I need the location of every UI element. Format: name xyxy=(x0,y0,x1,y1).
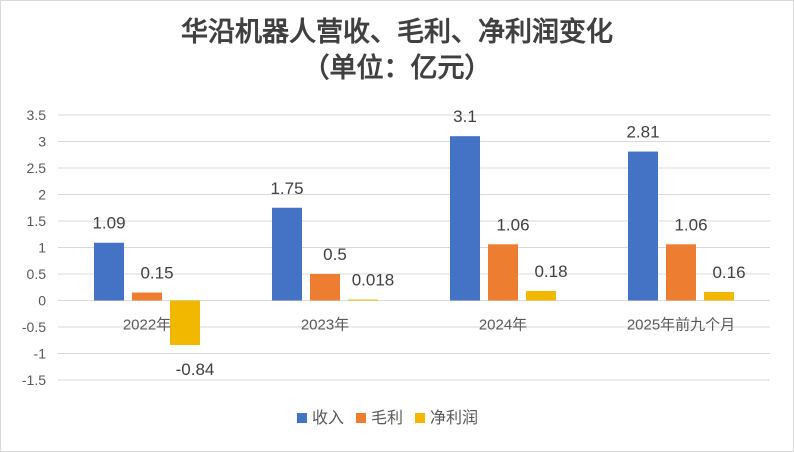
data-label: 3.1 xyxy=(453,107,477,126)
x-tick-label: 2022年 xyxy=(123,317,171,334)
data-label: 0.15 xyxy=(140,264,173,283)
data-label: 0.018 xyxy=(352,271,395,290)
legend-label: 收入 xyxy=(312,409,344,427)
y-tick-label: 2 xyxy=(38,187,46,203)
y-tick-label: 2.5 xyxy=(27,160,47,176)
legend-swatch-净利润 xyxy=(415,413,425,423)
y-tick-label: 0.5 xyxy=(27,266,47,282)
x-tick-label: 2025年前九个月 xyxy=(627,317,735,334)
y-tick-label: -1 xyxy=(34,346,47,362)
bar-毛利 xyxy=(666,244,696,301)
bar-收入 xyxy=(272,207,302,301)
legend-swatch-收入 xyxy=(297,413,307,423)
bar-净利润 xyxy=(170,300,200,346)
bar-净利润 xyxy=(348,299,378,301)
y-tick-label: 1.5 xyxy=(27,213,47,229)
bar-收入 xyxy=(94,242,124,301)
data-label: 2.81 xyxy=(626,123,659,142)
legend-label: 净利润 xyxy=(430,409,478,427)
bar-净利润 xyxy=(704,292,734,301)
bar-收入 xyxy=(450,136,480,301)
chart-title-block: 华沿机器人营收、毛利、净利润变化 （单位：亿元） xyxy=(0,14,794,86)
x-tick-label: 2024年 xyxy=(479,317,527,334)
x-tick-label: 2023年 xyxy=(301,317,349,334)
bar-收入 xyxy=(628,151,658,301)
y-tick-label: 3.5 xyxy=(27,107,47,123)
chart-title: 华沿机器人营收、毛利、净利润变化 xyxy=(181,17,613,47)
data-label: 1.06 xyxy=(496,215,529,234)
data-label: 0.16 xyxy=(712,263,745,282)
chart-subtitle: （单位：亿元） xyxy=(302,53,492,83)
legend-swatch-毛利 xyxy=(356,413,366,423)
bar-毛利 xyxy=(132,292,162,301)
data-label: 1.09 xyxy=(92,214,125,233)
y-tick-label: -1.5 xyxy=(22,372,46,388)
y-tick-label: 0 xyxy=(38,293,46,309)
bar-净利润 xyxy=(526,290,556,301)
bar-毛利 xyxy=(310,274,340,301)
data-label: 1.06 xyxy=(674,215,707,234)
y-tick-label: 3 xyxy=(38,134,46,150)
legend-label: 毛利 xyxy=(371,409,403,427)
data-label: -0.84 xyxy=(176,360,215,379)
data-label: 1.75 xyxy=(270,179,303,198)
y-tick-label: -0.5 xyxy=(22,319,46,335)
y-tick-label: 1 xyxy=(38,240,46,256)
data-label: 0.18 xyxy=(534,262,567,281)
data-label: 0.5 xyxy=(323,245,347,264)
bar-毛利 xyxy=(488,244,518,301)
